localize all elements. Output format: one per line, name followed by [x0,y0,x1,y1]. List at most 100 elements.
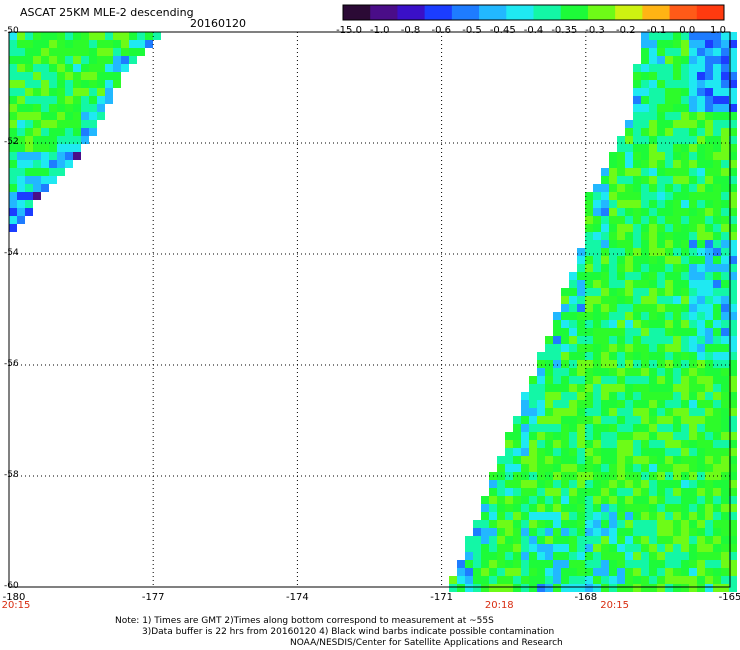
data-cell [489,512,497,520]
data-cell [97,48,105,56]
data-cell [633,376,641,384]
data-cell [689,168,697,176]
data-cell [489,576,497,584]
data-cell [529,392,537,400]
data-cell [609,240,617,248]
data-cell [529,584,537,592]
data-cell [577,400,585,408]
data-cell [625,400,633,408]
data-cell [145,32,153,40]
data-cell [609,248,617,256]
data-cell [665,32,673,40]
data-cell [721,184,729,192]
data-cell [641,392,649,400]
data-cell [481,536,489,544]
data-cell [41,72,49,80]
data-cell [577,256,585,264]
data-cell [9,120,17,128]
data-cell [681,192,689,200]
data-cell [545,344,553,352]
data-cell [633,432,641,440]
data-cell [673,536,681,544]
data-cell [601,552,609,560]
data-cell [697,96,705,104]
data-cell [553,480,561,488]
data-cell [713,328,721,336]
data-cell [721,528,729,536]
data-cell [601,400,609,408]
data-cell [657,304,665,312]
data-cell [641,384,649,392]
data-cell [617,336,625,344]
data-cell [641,216,649,224]
data-cell [713,200,721,208]
data-cell [97,72,105,80]
data-cell [657,552,665,560]
data-cell [649,440,657,448]
data-cell [17,192,25,200]
data-cell [657,408,665,416]
data-cell [721,128,729,136]
data-cell [721,464,729,472]
data-cell [617,376,625,384]
data-cell [689,48,697,56]
data-cell [681,216,689,224]
data-cell [617,344,625,352]
data-cell [721,88,729,96]
longitude-label: -165 [718,592,740,603]
data-cell [529,400,537,408]
data-cell [33,176,41,184]
data-cell [665,288,673,296]
data-cell [641,336,649,344]
data-cell [649,536,657,544]
data-cell [553,424,561,432]
colorbar-swatch [370,5,398,20]
data-cell [41,176,49,184]
data-cell [601,408,609,416]
data-cell [81,80,89,88]
data-cell [489,552,497,560]
data-cell [553,384,561,392]
data-cell [65,48,73,56]
data-cell [545,440,553,448]
data-cell [625,448,633,456]
data-cell [577,248,585,256]
data-cell [513,496,521,504]
data-cell [585,344,593,352]
data-cell [729,368,737,376]
data-cell [601,272,609,280]
data-cell [633,416,641,424]
data-cell [545,480,553,488]
data-cell [721,520,729,528]
data-cell [545,456,553,464]
data-cell [25,144,33,152]
data-cell [593,504,601,512]
data-cell [9,96,17,104]
data-cell [617,288,625,296]
data-cell [649,32,657,40]
data-cell [9,32,17,40]
data-cell [585,480,593,488]
data-cell [649,200,657,208]
data-cell [649,512,657,520]
data-cell [681,240,689,248]
data-cell [705,192,713,200]
data-cell [569,336,577,344]
data-cell [609,432,617,440]
data-cell [617,528,625,536]
data-cell [649,456,657,464]
data-cell [601,176,609,184]
data-cell [545,448,553,456]
data-cell [633,560,641,568]
data-cell [641,344,649,352]
data-cell [729,352,737,360]
data-cell [641,232,649,240]
data-cell [633,480,641,488]
data-cell [537,352,545,360]
data-cell [553,352,561,360]
data-cell [633,128,641,136]
data-cell [705,432,713,440]
data-cell [713,56,721,64]
data-cell [689,408,697,416]
data-cell [553,344,561,352]
